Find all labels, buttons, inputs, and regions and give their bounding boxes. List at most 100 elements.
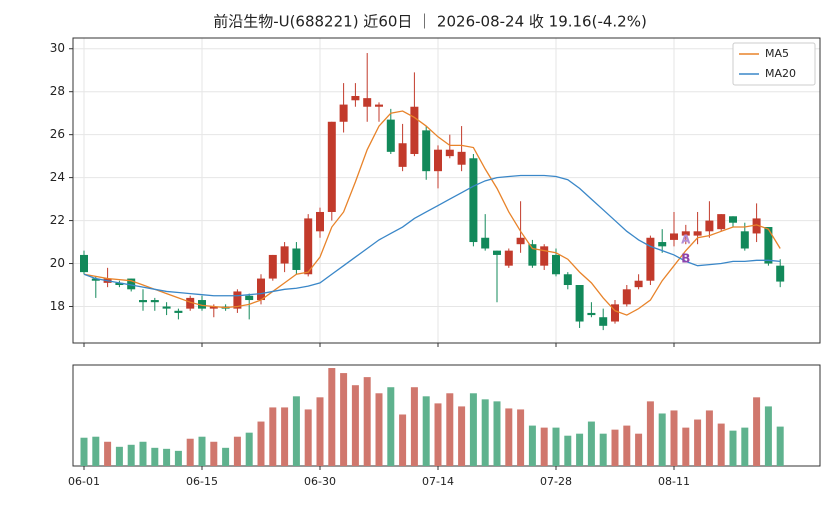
candle-body [752, 218, 761, 234]
candle-body [209, 306, 218, 309]
volume-bar [682, 427, 690, 466]
candle-body [764, 227, 773, 264]
candle-body [528, 244, 537, 266]
candle-body [587, 312, 596, 316]
ma-line [83, 174, 781, 297]
candle-body [127, 278, 136, 290]
volume-bar [670, 410, 678, 466]
y-tick-label: 24 [50, 170, 65, 184]
volume-bar [658, 413, 666, 466]
annotation: A [681, 232, 691, 246]
candle-body [386, 119, 395, 152]
volume-bar [729, 430, 737, 466]
candle-body [481, 237, 490, 249]
volume-bar [292, 396, 300, 466]
volume-bar [80, 437, 88, 466]
volume-bar [387, 387, 395, 466]
candle-body [445, 149, 454, 157]
candle-body [422, 130, 431, 172]
candle-body [646, 237, 655, 281]
candle-body [493, 250, 501, 255]
volume-bar [587, 421, 595, 466]
volume-bar [351, 385, 359, 466]
candle-body [375, 104, 383, 107]
candle-body [469, 158, 478, 243]
volume-bar [446, 393, 454, 466]
volume-bar [576, 433, 584, 466]
volume-bar [434, 403, 442, 466]
candle-body [681, 231, 690, 236]
candle-body [516, 237, 525, 245]
candle-body [268, 254, 277, 279]
volume-bar [505, 408, 513, 466]
candle-body [115, 282, 124, 286]
volume-bar [104, 441, 112, 466]
volume-bar [564, 435, 572, 466]
candle-body [91, 278, 100, 281]
candle-body [304, 218, 313, 275]
candle-body [150, 300, 159, 303]
volume-bar [493, 401, 501, 466]
candle-body [693, 231, 702, 236]
volume-bar [92, 436, 100, 466]
volume-bar [257, 421, 265, 466]
candle-body [80, 254, 88, 273]
candle-body [280, 246, 289, 264]
candle-body [740, 231, 749, 249]
candle-body [622, 289, 631, 305]
candle-body [363, 98, 372, 107]
x-tick-label: 07-14 [422, 475, 454, 488]
volume-bar [764, 406, 772, 466]
volume-bar [705, 410, 713, 466]
volume-bar [741, 427, 749, 466]
volume-bar [552, 427, 560, 466]
y-tick-label: 28 [50, 84, 65, 98]
candle-body [351, 95, 360, 101]
volume-bar [528, 425, 536, 466]
volume-bar [222, 447, 230, 466]
candle-body [658, 242, 667, 247]
volume-bar [151, 447, 159, 466]
volume-bar [139, 441, 147, 466]
annotation: B [681, 252, 690, 266]
volume-bar [458, 406, 466, 466]
volume-bar [316, 397, 324, 466]
candle-body [611, 304, 619, 322]
candle-body [599, 317, 608, 326]
candle-body [174, 310, 183, 313]
candle-body [233, 291, 242, 309]
volume-bar [540, 427, 548, 466]
volume-bar [233, 436, 241, 466]
candle-body [504, 250, 513, 266]
y-tick-label: 18 [50, 299, 65, 313]
volume-bar [245, 432, 253, 466]
candle-body [717, 214, 726, 230]
volume-bar [115, 446, 123, 466]
volume-bar [363, 377, 371, 466]
candle-body [634, 280, 643, 288]
volume-bar [694, 419, 702, 466]
candle-body [575, 285, 584, 322]
volume-bar [646, 401, 654, 466]
x-tick-label: 08-11 [658, 475, 690, 488]
volume-bar [753, 397, 761, 466]
plot-frame [72, 37, 821, 344]
volume-bar [611, 429, 619, 466]
candle-body [540, 246, 549, 266]
candle-body [398, 143, 407, 167]
volume-bar [481, 399, 489, 466]
y-tick-label: 20 [50, 256, 65, 270]
volume-bar [776, 426, 784, 466]
legend-label: MA5 [765, 47, 789, 60]
volume-bar [399, 414, 407, 466]
volume-bar [163, 448, 171, 466]
candle-body [434, 149, 442, 172]
x-tick-label: 06-01 [68, 475, 100, 488]
volume-bar [186, 438, 194, 466]
ma-line [83, 110, 781, 316]
candle-body [162, 306, 171, 309]
volume-bar [410, 387, 418, 466]
y-tick-label: 30 [50, 41, 65, 55]
volume-bar [210, 441, 218, 466]
